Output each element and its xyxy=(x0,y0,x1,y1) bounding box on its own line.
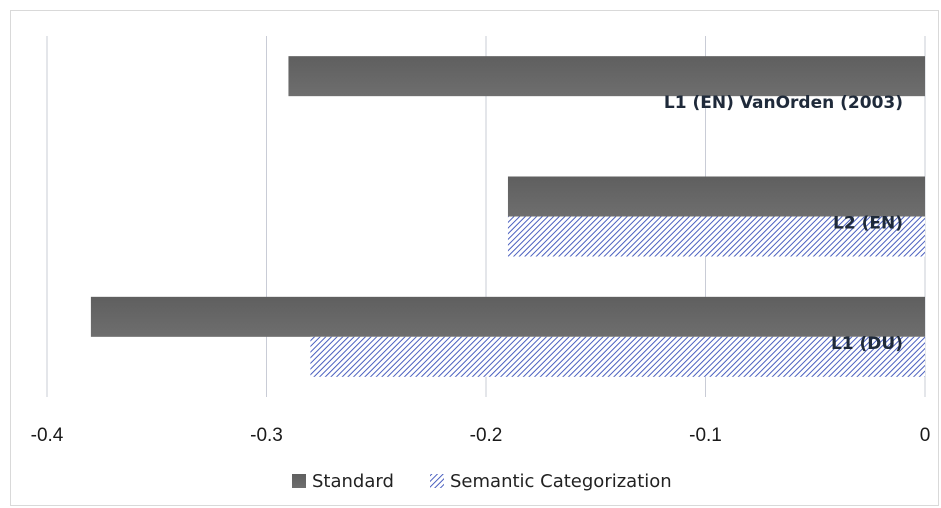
legend: Standard Semantic Categorization xyxy=(292,471,672,492)
x-tick-label: 0 xyxy=(920,425,931,446)
bars xyxy=(90,56,925,377)
bar-standard xyxy=(90,296,925,337)
bar-semantic-categorization xyxy=(310,336,925,377)
legend-label: Standard xyxy=(312,471,394,492)
category-labels: L1 (EN) VanOrden (2003) L2 (EN) L1 (DU) xyxy=(664,93,903,354)
x-tick-label: -0.1 xyxy=(689,425,722,446)
bar-standard xyxy=(507,176,925,217)
bar-semantic-categorization xyxy=(507,216,925,257)
x-tick-label: -0.4 xyxy=(31,425,64,446)
legend-swatch xyxy=(430,474,444,488)
x-tick-label: -0.3 xyxy=(250,425,283,446)
bar-standard xyxy=(288,56,925,97)
category-label: L1 (EN) VanOrden (2003) xyxy=(664,93,903,113)
category-label: L1 (DU) xyxy=(831,334,903,354)
x-tick-label: -0.2 xyxy=(470,425,503,446)
x-tick-labels: -0.4 -0.3 -0.2 -0.1 0 xyxy=(31,425,931,446)
legend-label: Semantic Categorization xyxy=(450,471,672,492)
category-label: L2 (EN) xyxy=(833,214,903,234)
legend-swatch xyxy=(292,474,306,488)
